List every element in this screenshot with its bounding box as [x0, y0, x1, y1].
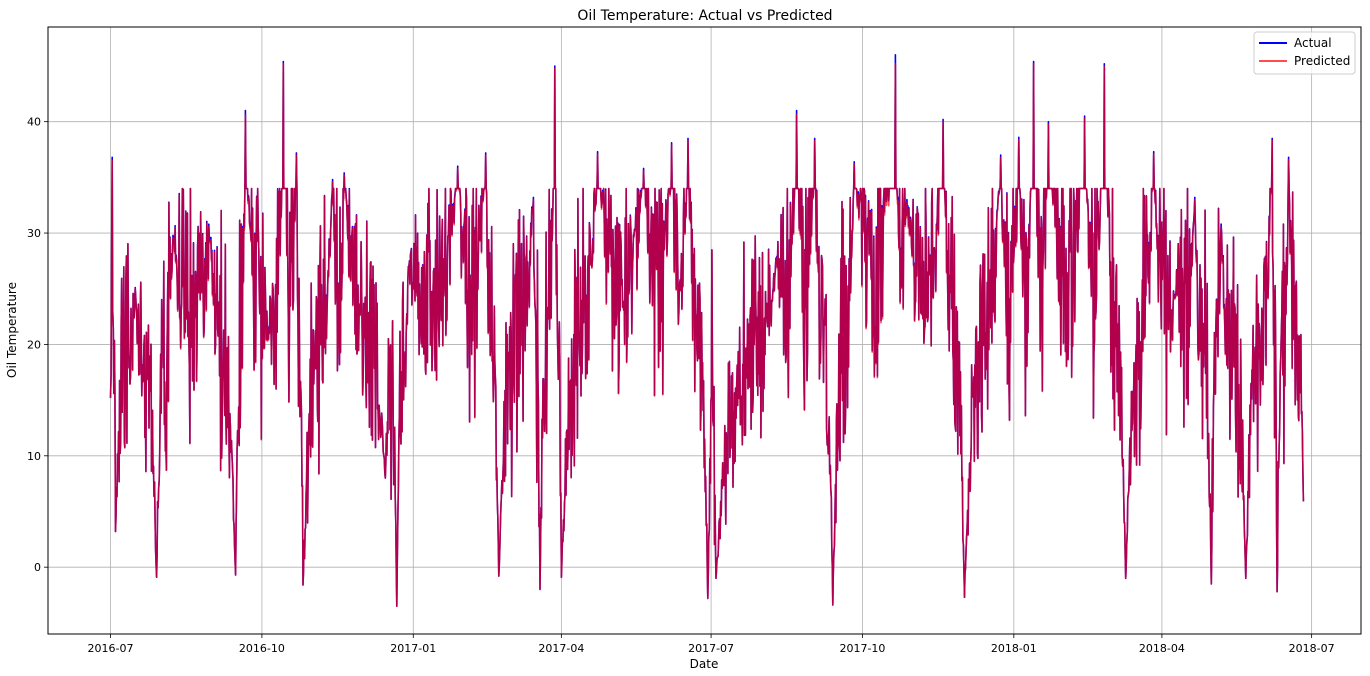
x-tick-label: 2017-01: [390, 642, 436, 655]
y-tick-label: 0: [34, 561, 41, 574]
legend: Actual Predicted: [1253, 31, 1356, 75]
x-axis-ticks: 2016-07 2016-10 2017-01 2017-04 2017-07 2017-…: [88, 634, 1335, 655]
y-tick-label: 30: [27, 227, 41, 240]
legend-label-predicted: Predicted: [1294, 54, 1350, 68]
y-axis-label: Oil Temperature: [5, 282, 19, 378]
chart-title: Oil Temperature: Actual vs Predicted: [577, 8, 832, 24]
x-tick-label: 2016-10: [239, 642, 285, 655]
legend-label-actual: Actual: [1294, 36, 1332, 50]
x-tick-label: 2017-07: [688, 642, 734, 655]
y-tick-label: 10: [27, 450, 41, 463]
y-tick-label: 20: [27, 338, 41, 351]
x-tick-label: 2018-07: [1289, 642, 1335, 655]
series-line-predicted: [109, 63, 1305, 607]
x-tick-label: 2018-01: [991, 642, 1037, 655]
x-axis-label: Date: [690, 657, 719, 671]
x-tick-label: 2018-04: [1139, 642, 1185, 655]
grid: [48, 27, 1361, 634]
x-tick-label: 2017-04: [538, 642, 584, 655]
y-tick-label: 40: [27, 116, 41, 129]
plot-area-frame: [47, 26, 1362, 635]
x-tick-label: 2016-07: [88, 642, 134, 655]
plot-lines: [109, 54, 1305, 607]
x-tick-label: 2017-10: [839, 642, 885, 655]
y-axis-ticks: 0 10 20 30 40: [27, 116, 48, 574]
